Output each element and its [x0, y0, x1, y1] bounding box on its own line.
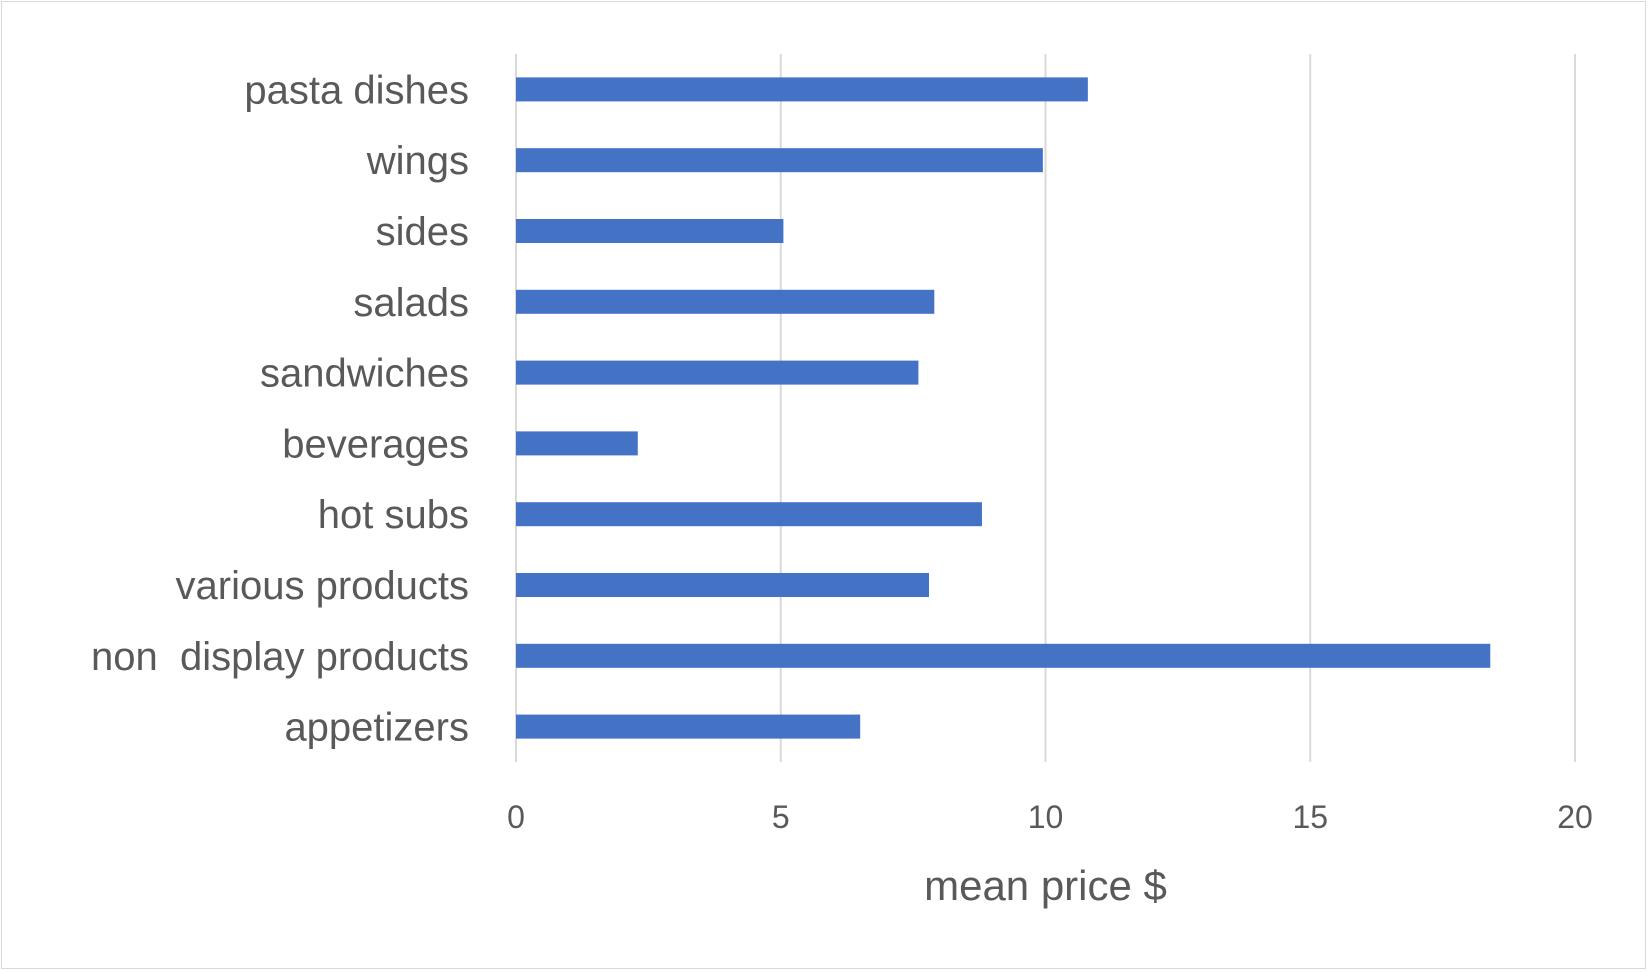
bar-appetizers — [516, 714, 861, 739]
x-tick-label: 0 — [507, 799, 525, 835]
category-label: sides — [376, 210, 469, 254]
category-label: non display products — [91, 635, 469, 679]
bar-hot-subs — [516, 502, 982, 527]
x-tick-label: 15 — [1292, 799, 1328, 835]
x-axis-title: mean price $ — [924, 862, 1167, 909]
bars — [516, 77, 1491, 739]
bar-beverages — [516, 431, 638, 456]
bar-pasta-dishes — [516, 77, 1088, 102]
x-tick-labels: 0 5 10 15 20 — [507, 799, 1593, 835]
x-tick-label: 5 — [772, 799, 790, 835]
category-label: various products — [176, 564, 469, 608]
bar-sides — [516, 219, 784, 243]
category-label: beverages — [282, 422, 469, 466]
category-label: hot subs — [318, 493, 469, 537]
x-tick-label: 10 — [1028, 799, 1064, 835]
x-tick-label: 20 — [1557, 799, 1593, 835]
category-label: sandwiches — [260, 352, 469, 396]
bar-salads — [516, 289, 935, 314]
category-labels: appetizers non display products various pr… — [91, 68, 469, 749]
category-label: pasta dishes — [244, 68, 469, 112]
bar-various-products — [516, 573, 930, 597]
bar-wings — [516, 148, 1043, 173]
bar-non-display-products — [516, 643, 1491, 668]
category-label: salads — [353, 281, 469, 325]
bar-sandwiches — [516, 360, 919, 385]
category-label: appetizers — [284, 706, 469, 750]
category-label: wings — [366, 139, 469, 183]
